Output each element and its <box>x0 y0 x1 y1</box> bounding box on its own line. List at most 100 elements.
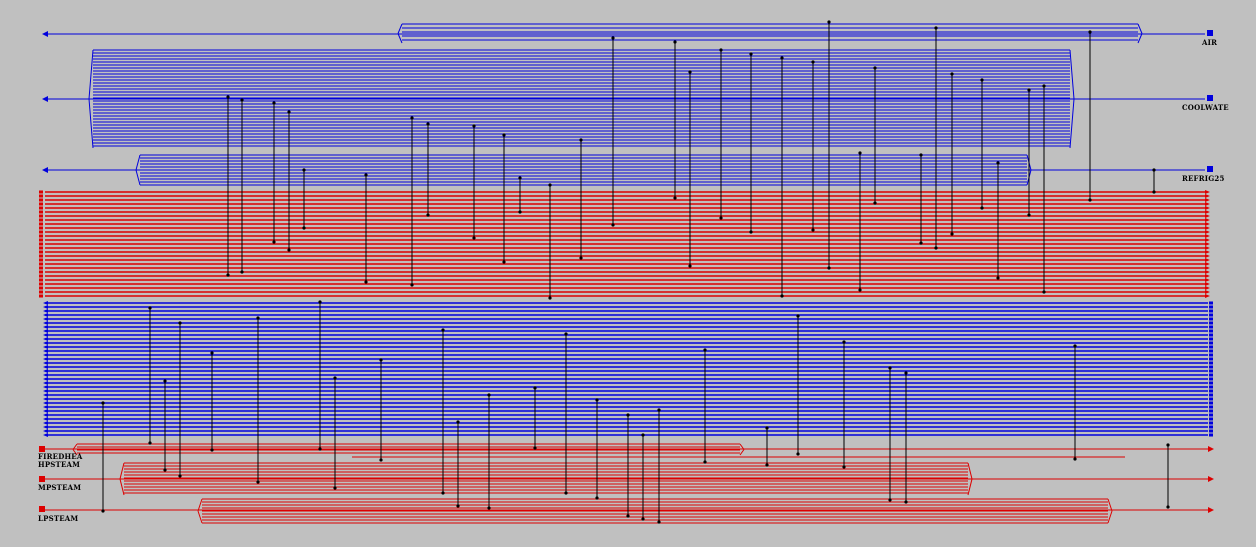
cold-stream-arrowhead <box>43 425 48 429</box>
hot-stream-source-square <box>39 242 43 246</box>
refrigerant-label: REFRIG25 <box>1182 174 1225 183</box>
exchanger-node-dot <box>379 358 383 362</box>
exchanger-node-dot <box>780 56 784 60</box>
hot-stream-source-square <box>39 294 43 298</box>
hp-steam-bundle-line-bracket <box>739 449 745 456</box>
cold-stream-arrowhead <box>43 309 48 313</box>
exchanger-node-dot <box>472 236 476 240</box>
hot-stream-source-square <box>39 202 43 206</box>
exchanger-node-dot <box>426 213 430 217</box>
cold-stream-terminal-square <box>1209 397 1213 401</box>
exchanger-node-dot <box>827 20 831 24</box>
cold-stream-terminal-square <box>1209 337 1213 341</box>
exchanger-node-dot <box>272 240 276 244</box>
hot-stream-arrowhead <box>1205 286 1210 290</box>
lp-steam-arrowhead <box>1208 507 1214 513</box>
exchanger-node-dot <box>673 196 677 200</box>
cold-stream-arrowhead <box>43 413 48 417</box>
hot-process-streams <box>39 190 1210 298</box>
cold-stream-terminal-square <box>1209 413 1213 417</box>
exchanger-node-dot <box>749 52 753 56</box>
exchanger-node-dot <box>719 216 723 220</box>
mp-steam-utility-group <box>39 462 1214 496</box>
hot-stream-source-square <box>39 282 43 286</box>
exchanger-node-dot <box>796 314 800 318</box>
exchanger-node-dot <box>518 210 522 214</box>
hot-stream-source-square <box>39 198 43 202</box>
hot-stream-arrowhead <box>1205 202 1210 206</box>
mp-steam-bundle-lines <box>119 462 973 496</box>
refrigerant-arrowhead <box>42 167 48 173</box>
cold-stream-arrowhead <box>43 389 48 393</box>
exchanger-node-dot <box>980 206 984 210</box>
cold-stream-terminal-square <box>1209 381 1213 385</box>
hp-steam-bundle-line-bracket <box>72 443 78 450</box>
hot-stream-source-square <box>39 274 43 278</box>
exchanger-node-dot <box>703 348 707 352</box>
hp-steam-arrowhead <box>1208 446 1214 452</box>
hot-stream-arrowhead <box>1205 294 1210 298</box>
mp-steam-bundle-line-bracket <box>119 478 125 496</box>
exchanger-node-dot <box>240 98 244 102</box>
exchanger-node-dot <box>919 153 923 157</box>
mp-steam-bundle-line-bracket <box>967 462 973 480</box>
exchanger-node-dot <box>641 433 645 437</box>
exchanger-node-dot <box>904 371 908 375</box>
refrigerant-bundle-line-bracket <box>135 169 141 186</box>
hot-stream-arrowhead <box>1205 254 1210 258</box>
exchanger-node-dot <box>1088 198 1092 202</box>
hot-stream-arrowhead <box>1205 226 1210 230</box>
hot-stream-arrowhead <box>1205 210 1210 214</box>
exchanger-node-dot <box>842 465 846 469</box>
cold-stream-arrowhead <box>43 429 48 433</box>
coolwater-bundle-line-bracket <box>88 49 94 100</box>
hot-stream-source-square <box>39 258 43 262</box>
coolwater-utility-group <box>42 49 1213 149</box>
hot-stream-arrowhead <box>1205 266 1210 270</box>
cold-stream-arrowhead <box>43 365 48 369</box>
exchanger-node-dot <box>1027 88 1031 92</box>
coolwater-terminal-square <box>1207 95 1213 101</box>
exchanger-node-dot <box>364 280 368 284</box>
cold-stream-arrowhead <box>43 385 48 389</box>
cold-stream-arrowhead <box>43 409 48 413</box>
exchanger-node-dot <box>533 386 537 390</box>
exchanger-node-dot <box>1073 344 1077 348</box>
coolwater-bundle-line-bracket <box>1069 98 1075 149</box>
cold-stream-arrowhead <box>43 345 48 349</box>
exchanger-node-dot <box>579 138 583 142</box>
cold-stream-arrowhead <box>43 313 48 317</box>
cold-stream-terminal-square <box>1209 417 1213 421</box>
hot-stream-arrowhead <box>1205 290 1210 294</box>
hot-stream-source-square <box>39 250 43 254</box>
exchanger-node-dot <box>811 228 815 232</box>
exchanger-node-dot <box>842 340 846 344</box>
exchanger-node-dot <box>1027 213 1031 217</box>
fired-heat-label: FIREDHEA <box>38 452 83 461</box>
exchanger-node-dot <box>441 491 445 495</box>
exchanger-node-dot <box>611 223 615 227</box>
hot-stream-arrowhead <box>1205 270 1210 274</box>
coolwater-bundle-line-bracket <box>88 98 94 149</box>
mp-steam-bundle-line-bracket <box>119 462 125 480</box>
air-bundle-line-bracket <box>1137 33 1143 44</box>
cold-stream-terminal-square <box>1209 389 1213 393</box>
hot-stream-source-square <box>39 214 43 218</box>
exchanger-node-dot <box>518 176 522 180</box>
exchanger-node-dot <box>919 241 923 245</box>
exchanger-node-dot <box>1042 84 1046 88</box>
exchanger-node-dot <box>934 26 938 30</box>
lp-steam-source-square <box>39 506 45 512</box>
hot-stream-arrowhead <box>1205 262 1210 266</box>
cold-stream-arrowhead <box>43 397 48 401</box>
cold-stream-arrowhead <box>43 341 48 345</box>
cold-stream-terminal-square <box>1209 301 1213 305</box>
hot-stream-arrowhead <box>1205 206 1210 210</box>
exchanger-node-dot <box>888 366 892 370</box>
exchanger-node-dot <box>256 316 260 320</box>
exchanger-node-dot <box>226 273 230 277</box>
exchanger-node-dot <box>688 264 692 268</box>
exchanger-node-dot <box>858 151 862 155</box>
exchanger-node-dot <box>688 70 692 74</box>
cold-stream-arrowhead <box>43 373 48 377</box>
